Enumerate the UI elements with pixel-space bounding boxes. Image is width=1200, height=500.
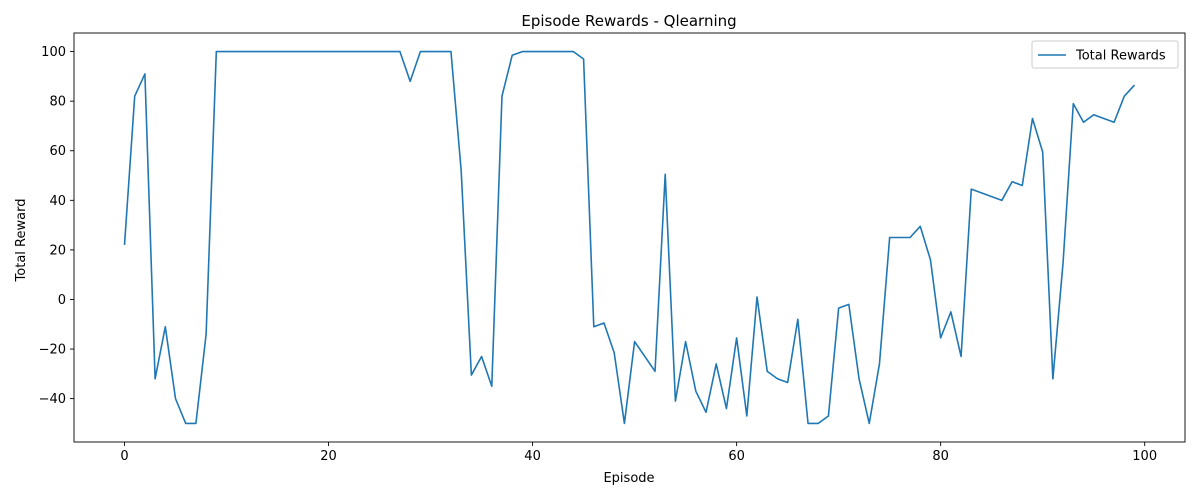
y-tick-label: 0 bbox=[58, 293, 66, 308]
y-tick-label: 40 bbox=[49, 194, 66, 209]
x-tick-label: 60 bbox=[728, 449, 745, 464]
y-tick-label: 20 bbox=[49, 243, 66, 258]
x-tick-label: 40 bbox=[524, 449, 541, 464]
x-tick-label: 80 bbox=[932, 449, 949, 464]
legend: Total Rewards bbox=[1031, 40, 1179, 69]
y-tick-label: 60 bbox=[49, 144, 66, 159]
chart-title: Episode Rewards - Qlearning bbox=[521, 12, 736, 30]
y-ticks: −40 −20 0 20 40 60 80 100 bbox=[39, 45, 74, 407]
y-tick-label: −40 bbox=[39, 392, 66, 407]
y-tick-label: 80 bbox=[49, 95, 66, 110]
x-axis-label: Episode bbox=[603, 471, 654, 486]
y-axis-label: Total Reward bbox=[14, 199, 29, 283]
x-tick-label: 20 bbox=[320, 449, 337, 464]
plot-area-frame bbox=[73, 32, 1186, 443]
y-tick-label: 100 bbox=[41, 45, 66, 60]
x-tick-label: 100 bbox=[1132, 449, 1157, 464]
y-tick-label: −20 bbox=[39, 343, 66, 358]
legend-box bbox=[1031, 40, 1179, 69]
series-line-total-rewards bbox=[123, 50, 1136, 425]
legend-label: Total Rewards bbox=[1075, 49, 1166, 64]
x-tick-label: 0 bbox=[120, 449, 128, 464]
x-ticks: 0 20 40 60 80 100 bbox=[120, 442, 1157, 464]
